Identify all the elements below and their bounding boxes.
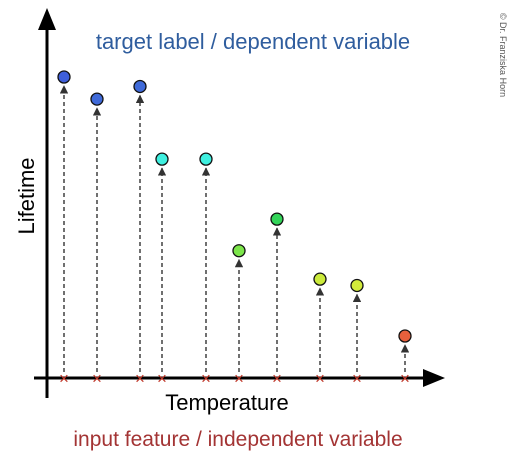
target-point	[199, 152, 213, 166]
y-axis-arrowhead	[38, 8, 56, 30]
input-marker: ×	[135, 369, 145, 388]
input-marker: ×	[400, 369, 410, 388]
target-point	[133, 79, 147, 94]
target-point	[350, 278, 364, 293]
diagram-title: target label / dependent variable	[96, 29, 410, 54]
input-marker: ×	[352, 369, 362, 388]
x-axis-label: Temperature	[165, 390, 289, 415]
caption: input feature / independent variable	[73, 428, 402, 451]
target-point	[57, 70, 71, 84]
target-point	[232, 244, 246, 258]
target-point	[398, 329, 412, 343]
input-marker: ×	[92, 369, 102, 388]
copyright-note: © Dr. Franziska Horn	[498, 13, 508, 97]
input-marker: ×	[201, 369, 211, 388]
input-marker: ×	[234, 369, 244, 388]
x-axis-arrowhead	[423, 369, 445, 387]
input-marker: ×	[315, 369, 325, 388]
input-marker: ×	[157, 369, 167, 388]
input-marker: ×	[272, 369, 282, 388]
target-point	[155, 152, 169, 166]
target-point	[270, 212, 284, 226]
y-axis-label: Lifetime	[14, 157, 39, 234]
target-point	[313, 272, 327, 286]
target-point	[90, 92, 104, 106]
input-marker: ×	[59, 369, 69, 388]
data-marks: × × × × × × × × × ×	[57, 70, 412, 388]
